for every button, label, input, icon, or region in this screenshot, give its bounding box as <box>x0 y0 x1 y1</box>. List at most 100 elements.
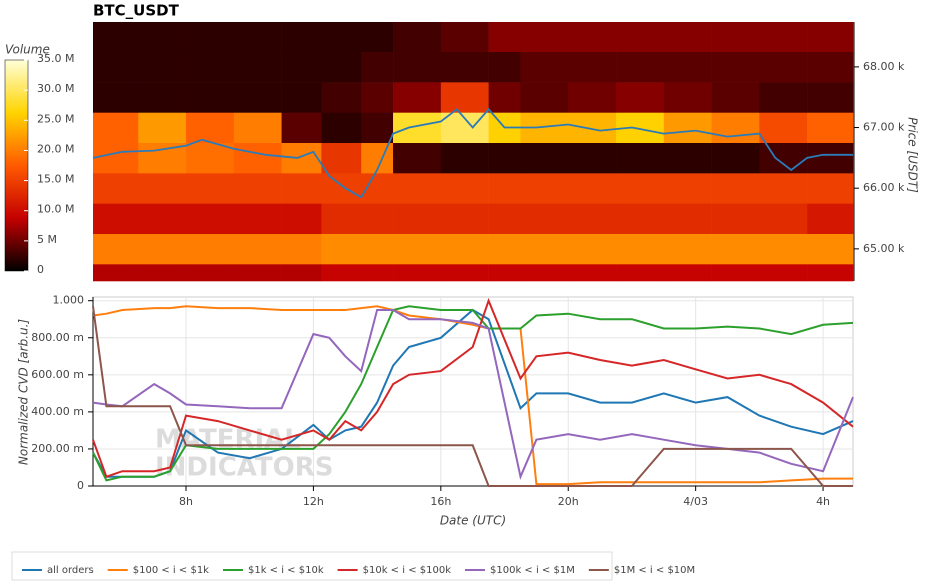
heat-cell <box>568 173 617 204</box>
heat-cell <box>520 203 569 234</box>
heat-cell <box>440 22 489 53</box>
heat-cell <box>361 203 394 234</box>
heat-cell <box>440 233 489 265</box>
heat-cell <box>488 233 521 265</box>
heat-cell <box>321 82 362 113</box>
heat-cell <box>93 82 139 113</box>
heat-cell <box>616 22 665 53</box>
heat-cell <box>321 233 362 265</box>
heat-cell <box>93 22 139 53</box>
heat-cell <box>616 51 665 83</box>
heat-cell <box>807 142 854 174</box>
heat-cell <box>711 142 760 174</box>
heat-cell <box>711 82 760 113</box>
colorbar <box>4 59 29 272</box>
x-axis-label: Date (UTC) <box>440 514 506 528</box>
heat-cell <box>186 264 235 282</box>
heat-cell <box>440 51 489 83</box>
heat-cell <box>616 82 665 113</box>
heat-cell <box>138 264 187 282</box>
plot-area <box>92 296 854 487</box>
series-line <box>92 297 854 478</box>
heat-cell <box>663 51 712 83</box>
heat-cell <box>281 264 322 282</box>
heat-cell <box>186 51 235 83</box>
legend-label: $100 < i < $1k <box>133 565 209 576</box>
heat-cell <box>186 203 235 234</box>
heat-cell <box>568 82 617 113</box>
heat-cell <box>186 173 235 204</box>
y-tick-label: 0 <box>77 479 84 492</box>
y2-tick-label: 68.00 k <box>863 60 905 73</box>
heat-cell <box>616 142 665 174</box>
colorbar-tick-label: 25.0 M <box>37 112 74 125</box>
heat-cell <box>138 22 187 53</box>
x-tick-label: 16h <box>430 495 451 508</box>
heat-cell <box>281 51 322 83</box>
heat-cell <box>138 82 187 113</box>
x-tick-label: 12h <box>303 495 324 508</box>
heat-cell <box>759 82 808 113</box>
heat-cell <box>138 173 187 204</box>
heat-cell <box>488 82 521 113</box>
heat-cell <box>93 51 139 83</box>
heat-cell <box>186 142 235 174</box>
heat-cell <box>807 173 854 204</box>
heat-cell <box>759 112 808 144</box>
heat-cell <box>393 112 442 144</box>
chart-title: BTC_USDT <box>93 2 180 20</box>
heat-cell <box>440 142 489 174</box>
heat-cell <box>711 112 760 144</box>
colorbar-tick-label: 15.0 M <box>37 173 74 186</box>
heat-cell <box>393 173 442 204</box>
heat-cell <box>281 112 322 144</box>
heat-cell <box>488 51 521 83</box>
colorbar-tick-label: 35.0 M <box>37 52 74 65</box>
colorbar-title: Volume <box>5 43 50 57</box>
colorbar-tick-label: 20.0 M <box>37 142 74 155</box>
y2-tick-label: 67.00 k <box>863 121 905 134</box>
heat-cell <box>663 82 712 113</box>
heat-cell <box>807 264 854 282</box>
heat-cell <box>138 142 187 174</box>
heat-cell <box>361 82 394 113</box>
legend-label: all orders <box>47 565 94 576</box>
heat-cell <box>361 233 394 265</box>
colorbar-tick-label: 5 M <box>37 233 57 246</box>
heat-cell <box>233 264 282 282</box>
heat-cell <box>663 22 712 53</box>
heat-cell <box>488 203 521 234</box>
legend-label: $1M < i < $10M <box>614 565 695 576</box>
heat-cell <box>393 203 442 234</box>
y2-tick-label: 66.00 k <box>863 181 905 194</box>
heat-cell <box>568 51 617 83</box>
heat-cell <box>568 22 617 53</box>
heat-cell <box>393 264 442 282</box>
heat-cell <box>663 203 712 234</box>
series-line <box>92 308 854 478</box>
heat-cell <box>663 142 712 174</box>
heat-cell <box>321 142 362 174</box>
legend-label: $1k < i < $10k <box>248 565 324 576</box>
heat-cell <box>361 112 394 144</box>
heat-cell <box>361 22 394 53</box>
heat-cell <box>321 203 362 234</box>
legend-label: $100k < i < $1M <box>490 565 575 576</box>
x-tick-label: 4/03 <box>683 495 708 508</box>
heat-cell <box>711 233 760 265</box>
heat-cell <box>393 233 442 265</box>
heat-cell <box>488 264 521 282</box>
heat-cell <box>138 233 187 265</box>
heat-cell <box>233 22 282 53</box>
y2-tick-label: 65.00 k <box>863 242 905 255</box>
heat-cell <box>759 173 808 204</box>
heat-cell <box>711 22 760 53</box>
heat-cell <box>568 233 617 265</box>
heat-cell <box>488 173 521 204</box>
heat-cell <box>233 51 282 83</box>
heat-cell <box>759 51 808 83</box>
heat-cell <box>520 51 569 83</box>
heat-cell <box>440 264 489 282</box>
x-tick-label: 20h <box>558 495 579 508</box>
